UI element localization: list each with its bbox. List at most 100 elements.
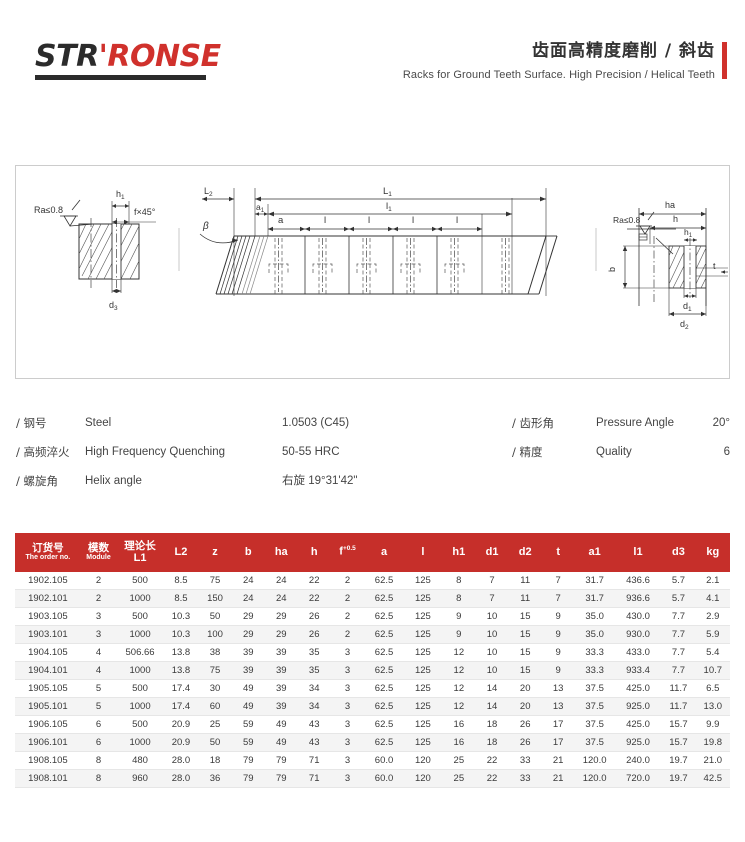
logo-text: STR'RONSE bbox=[35, 42, 225, 72]
spec-label-en-helix: Helix angle bbox=[85, 475, 142, 487]
table-cell: 933.4 bbox=[614, 661, 662, 680]
column-header-f-tolerance: +0.5 bbox=[342, 545, 356, 553]
column-header-b-sym: b bbox=[244, 545, 252, 558]
company-logo: STR'RONSE bbox=[35, 42, 225, 80]
column-header-module-en: Module bbox=[86, 554, 111, 561]
label-ra-left: Ra≤0.8 bbox=[34, 205, 63, 215]
table-cell: 1904.101 bbox=[15, 661, 81, 680]
table-cell: 36 bbox=[198, 769, 232, 788]
table-cell: 1905.105 bbox=[15, 679, 81, 698]
table-cell: 3 bbox=[330, 697, 365, 716]
table-cell: 26 bbox=[297, 607, 331, 626]
table-cell: 29 bbox=[231, 625, 265, 644]
table-cell: 120.0 bbox=[574, 751, 615, 770]
column-header-L2: L2 bbox=[163, 533, 199, 572]
page-header: STR'RONSE 齿面高精度磨削 / 斜齿 Racks for Ground … bbox=[0, 0, 745, 150]
table-cell: 1000 bbox=[116, 589, 164, 608]
table-cell: 60.0 bbox=[364, 769, 404, 788]
table-cell: 425.0 bbox=[614, 679, 662, 698]
label-h1-left: h1 bbox=[116, 189, 125, 201]
table-cell: 1906.101 bbox=[15, 733, 81, 752]
table-cell: 43 bbox=[297, 715, 331, 734]
table-row[interactable]: 1903.101 3 1000 10.3 100 29 29 26 2 62.5 125 9 10 15 9… bbox=[15, 625, 730, 644]
table-row[interactable]: 1905.101 5 1000 17.4 60 49 39 34 3 62.5 125 12 14 20 1… bbox=[15, 697, 730, 716]
column-header-l-sym: l bbox=[421, 545, 425, 558]
table-cell: 19.8 bbox=[695, 733, 730, 752]
table-cell: 71 bbox=[297, 751, 331, 770]
table-cell: 62.5 bbox=[364, 625, 404, 644]
table-cell: 1904.105 bbox=[15, 643, 81, 662]
table-cell: 936.6 bbox=[614, 589, 662, 608]
table-cell: 62.5 bbox=[364, 715, 404, 734]
column-header-a1: a1 bbox=[574, 533, 615, 572]
column-header-b: b bbox=[231, 533, 265, 572]
table-cell: 8 bbox=[80, 769, 117, 788]
column-header-z: z bbox=[198, 533, 232, 572]
table-cell: 1905.101 bbox=[15, 697, 81, 716]
table-cell: 9 bbox=[541, 643, 575, 662]
table-cell: 3 bbox=[330, 751, 365, 770]
table-row[interactable]: 1903.105 3 500 10.3 50 29 29 26 2 62.5 125 9 10 15 9 35… bbox=[15, 607, 730, 626]
column-header-l1-sym: l1 bbox=[633, 545, 643, 558]
spec-label-en-pressure-angle: Pressure Angle bbox=[596, 417, 674, 429]
table-row[interactable]: 1905.105 5 500 17.4 30 49 39 34 3 62.5 125 12 14 20 13… bbox=[15, 679, 730, 698]
table-cell: 19.7 bbox=[661, 769, 696, 788]
table-cell: 4 bbox=[80, 661, 117, 680]
table-cell: 433.0 bbox=[614, 643, 662, 662]
table-cell: 22 bbox=[297, 589, 331, 608]
table-cell: 5 bbox=[80, 697, 117, 716]
table-cell: 11 bbox=[508, 589, 542, 608]
table-row[interactable]: 1906.101 6 1000 20.9 50 59 49 43 3 62.5 125 16 18 26 1… bbox=[15, 733, 730, 752]
table-cell: 125 bbox=[403, 643, 443, 662]
table-row[interactable]: 1908.101 8 960 28.0 36 79 79 71 3 60.0 120 25 22 33 21… bbox=[15, 769, 730, 788]
column-header-l1: l1 bbox=[614, 533, 662, 572]
label-d3: d3 bbox=[109, 300, 118, 312]
table-cell: 500 bbox=[116, 679, 164, 698]
table-cell: 21 bbox=[541, 751, 575, 770]
table-row[interactable]: 1904.105 4 506.66 13.8 38 39 39 35 3 62.5 125 12 10 1… bbox=[15, 643, 730, 662]
label-L2: L2 bbox=[204, 186, 213, 198]
label-t: t bbox=[713, 261, 716, 271]
table-cell: 7.7 bbox=[661, 643, 696, 662]
spec-value-helix: 右旋 19°31'42" bbox=[282, 475, 358, 487]
table-cell: 7 bbox=[475, 572, 509, 590]
spec-value-pressure-angle: 20° bbox=[712, 417, 730, 429]
table-header: 订货号 The order no. 模数 Module 理论长 L1 L2 z … bbox=[15, 533, 730, 572]
table-cell: 930.0 bbox=[614, 625, 662, 644]
label-b: b bbox=[607, 267, 617, 272]
table-cell: 12 bbox=[442, 679, 476, 698]
table-cell: 3 bbox=[330, 679, 365, 698]
table-cell: 39 bbox=[264, 661, 298, 680]
column-header-L2-sym: L2 bbox=[174, 545, 188, 558]
label-a: a bbox=[278, 215, 284, 226]
table-cell: 5.7 bbox=[661, 572, 696, 590]
table-cell: 7.7 bbox=[661, 661, 696, 680]
table-cell: 33.3 bbox=[574, 661, 615, 680]
column-header-t-sym: t bbox=[556, 545, 561, 558]
table-cell: 13.8 bbox=[163, 643, 199, 662]
table-cell: 430.0 bbox=[614, 607, 662, 626]
table-cell: 925.0 bbox=[614, 733, 662, 752]
table-row[interactable]: 1902.105 2 500 8.5 75 24 24 22 2 62.5 125 8 7 11 7 31.7… bbox=[15, 572, 730, 590]
table-cell: 3 bbox=[330, 715, 365, 734]
table-cell: 1000 bbox=[116, 625, 164, 644]
table-cell: 10.3 bbox=[163, 625, 199, 644]
table-cell: 1908.101 bbox=[15, 769, 81, 788]
table-row[interactable]: 1906.105 6 500 20.9 25 59 49 43 3 62.5 125 16 18 26 17… bbox=[15, 715, 730, 734]
column-header-h1-sym: h1 bbox=[452, 545, 466, 558]
table-cell: 19.7 bbox=[661, 751, 696, 770]
table-cell: 35 bbox=[297, 643, 331, 662]
table-cell: 22 bbox=[297, 572, 331, 590]
table-row[interactable]: 1908.105 8 480 28.0 18 79 79 71 3 60.0 120 25 22 33 21… bbox=[15, 751, 730, 770]
table-cell: 79 bbox=[264, 751, 298, 770]
table-cell: 8 bbox=[442, 589, 476, 608]
table-cell: 16 bbox=[442, 733, 476, 752]
table-cell: 3 bbox=[330, 643, 365, 662]
spec-label-cn-pressure-angle: / 齿形角 bbox=[512, 416, 555, 430]
table-row[interactable]: 1902.101 2 1000 8.5 150 24 24 22 2 62.5 125 8 7 11 7 31… bbox=[15, 589, 730, 608]
table-row[interactable]: 1904.101 4 1000 13.8 75 39 39 35 3 62.5 125 12 10 15 9… bbox=[15, 661, 730, 680]
table-cell: 120.0 bbox=[574, 769, 615, 788]
table-cell: 125 bbox=[403, 607, 443, 626]
column-header-L1: 理论长 L1 bbox=[116, 533, 164, 572]
table-cell: 7 bbox=[541, 589, 575, 608]
